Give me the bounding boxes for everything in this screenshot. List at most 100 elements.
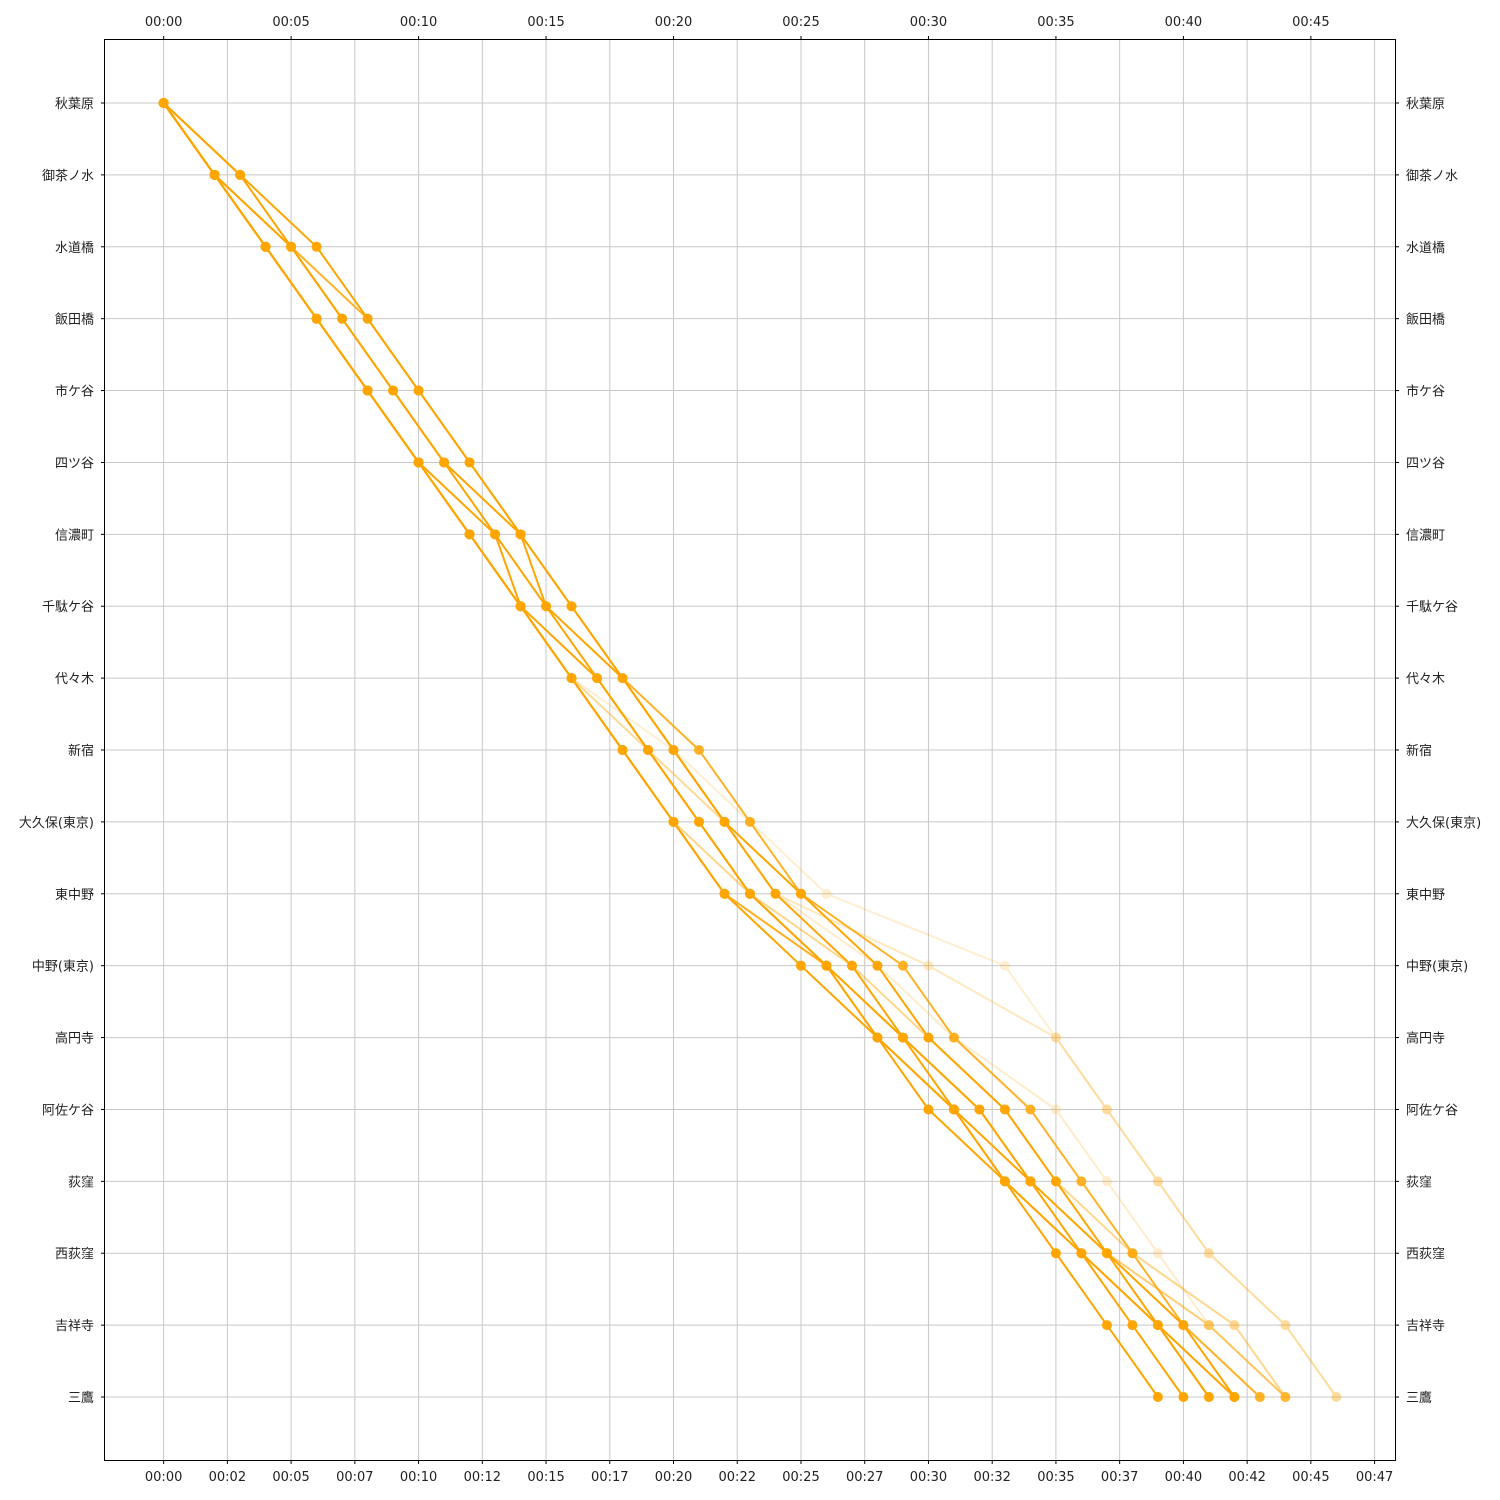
stop-point xyxy=(158,98,169,108)
station-label-right: 荻窪 xyxy=(1406,1174,1432,1190)
stop-point xyxy=(795,888,806,899)
stop-point xyxy=(668,745,679,756)
station-label-left: 新宿 xyxy=(68,743,94,759)
station-label-right: 西荻窪 xyxy=(1406,1246,1445,1262)
station-label-right: 大久保(東京) xyxy=(1406,815,1481,831)
stop-point xyxy=(1127,1320,1138,1331)
stop-point xyxy=(897,960,908,971)
stop-point xyxy=(337,313,348,324)
stop-point xyxy=(1152,1320,1163,1331)
station-label-left: 荻窪 xyxy=(68,1174,94,1190)
bottom-tick-label: 00:02 xyxy=(209,1470,246,1485)
top-tick-label: 00:45 xyxy=(1292,15,1329,30)
station-label-right: 御茶ノ水 xyxy=(1406,168,1458,184)
stop-point xyxy=(999,960,1010,971)
train-series xyxy=(158,98,1240,1403)
station-label-left: 大久保(東京) xyxy=(19,815,94,831)
stop-point xyxy=(209,169,220,180)
stop-point xyxy=(719,816,730,827)
stop-point xyxy=(643,745,654,756)
stop-point xyxy=(846,960,857,971)
station-label-left: 阿佐ケ谷 xyxy=(42,1103,94,1118)
station-label-left: 飯田橋 xyxy=(55,313,94,328)
stop-point xyxy=(1025,1176,1036,1187)
bottom-tick-label: 00:35 xyxy=(1037,1470,1074,1485)
stop-point xyxy=(1152,1248,1163,1259)
stop-point xyxy=(999,1104,1010,1115)
station-label-right: 吉祥寺 xyxy=(1406,1319,1445,1334)
station-label-left: 御茶ノ水 xyxy=(42,168,94,184)
stop-point xyxy=(1076,1176,1087,1187)
bottom-tick-label: 00:12 xyxy=(464,1470,501,1485)
stop-point xyxy=(1152,1392,1163,1403)
station-label-left: 西荻窪 xyxy=(55,1246,94,1262)
station-label-left: 秋葉原 xyxy=(55,97,94,112)
top-tick-label: 00:40 xyxy=(1165,15,1202,30)
stop-point xyxy=(311,241,322,252)
stop-point xyxy=(694,816,705,827)
bottom-tick-label: 00:10 xyxy=(400,1470,437,1485)
station-label-left: 吉祥寺 xyxy=(55,1319,94,1334)
station-label-left: 代々木 xyxy=(55,672,94,687)
stop-point xyxy=(821,888,832,899)
stop-point xyxy=(1331,1392,1342,1403)
station-label-right: 飯田橋 xyxy=(1406,313,1445,328)
station-label-left: 市ケ谷 xyxy=(55,384,94,400)
train-series xyxy=(158,98,1240,1403)
station-label-left: 三鷹 xyxy=(68,1391,94,1406)
stop-point xyxy=(1203,1248,1214,1259)
stop-point xyxy=(1152,1176,1163,1187)
stop-point xyxy=(1254,1392,1265,1403)
station-label-right: 中野(東京) xyxy=(1406,959,1468,975)
stop-point xyxy=(1229,1392,1240,1403)
series-group xyxy=(158,98,1342,1403)
stop-point xyxy=(515,601,526,612)
stop-point xyxy=(566,673,577,684)
stop-point xyxy=(872,960,883,971)
station-label-right: 三鷹 xyxy=(1406,1391,1432,1406)
station-label-right: 代々木 xyxy=(1406,672,1445,687)
station-label-left: 高円寺 xyxy=(55,1031,94,1047)
stop-point xyxy=(260,241,271,252)
stop-point xyxy=(1203,1392,1214,1403)
bottom-tick-label: 00:17 xyxy=(591,1470,628,1485)
stop-point xyxy=(439,457,450,468)
bottom-tick-label: 00:25 xyxy=(782,1470,819,1485)
stop-point xyxy=(1280,1392,1291,1403)
stop-point xyxy=(719,888,730,899)
bottom-tick-label: 00:15 xyxy=(527,1470,564,1485)
bottom-tick-label: 00:37 xyxy=(1101,1470,1138,1485)
bottom-tick-label: 00:40 xyxy=(1165,1470,1202,1485)
top-tick-label: 00:30 xyxy=(910,15,947,30)
stop-point xyxy=(1050,1248,1061,1259)
stop-point xyxy=(617,745,628,756)
top-tick-label: 00:05 xyxy=(272,15,309,30)
stop-point xyxy=(464,457,475,468)
stop-point xyxy=(1331,1392,1342,1403)
stop-point xyxy=(413,457,424,468)
stop-point xyxy=(1203,1248,1214,1259)
stop-point xyxy=(1127,1248,1138,1259)
top-tick-label: 00:10 xyxy=(400,15,437,30)
stop-point xyxy=(897,1032,908,1043)
stop-point xyxy=(362,385,373,396)
bottom-tick-label: 00:42 xyxy=(1228,1470,1265,1485)
station-label-right: 四ツ谷 xyxy=(1406,456,1445,471)
stop-point xyxy=(1050,1032,1061,1043)
stop-point xyxy=(923,1032,934,1043)
stop-point xyxy=(821,960,832,971)
stop-point xyxy=(974,1104,985,1115)
station-label-right: 市ケ谷 xyxy=(1406,384,1445,400)
stop-point xyxy=(1178,1392,1189,1403)
stop-point xyxy=(694,745,705,756)
stop-point xyxy=(1076,1248,1087,1259)
stop-point xyxy=(541,601,552,612)
stop-point xyxy=(923,1104,934,1115)
stop-point xyxy=(745,816,755,827)
stop-point xyxy=(464,529,475,540)
stop-point xyxy=(1152,1176,1163,1187)
station-label-right: 阿佐ケ谷 xyxy=(1406,1103,1458,1118)
stop-point xyxy=(1178,1320,1189,1331)
stop-point xyxy=(1280,1320,1291,1331)
